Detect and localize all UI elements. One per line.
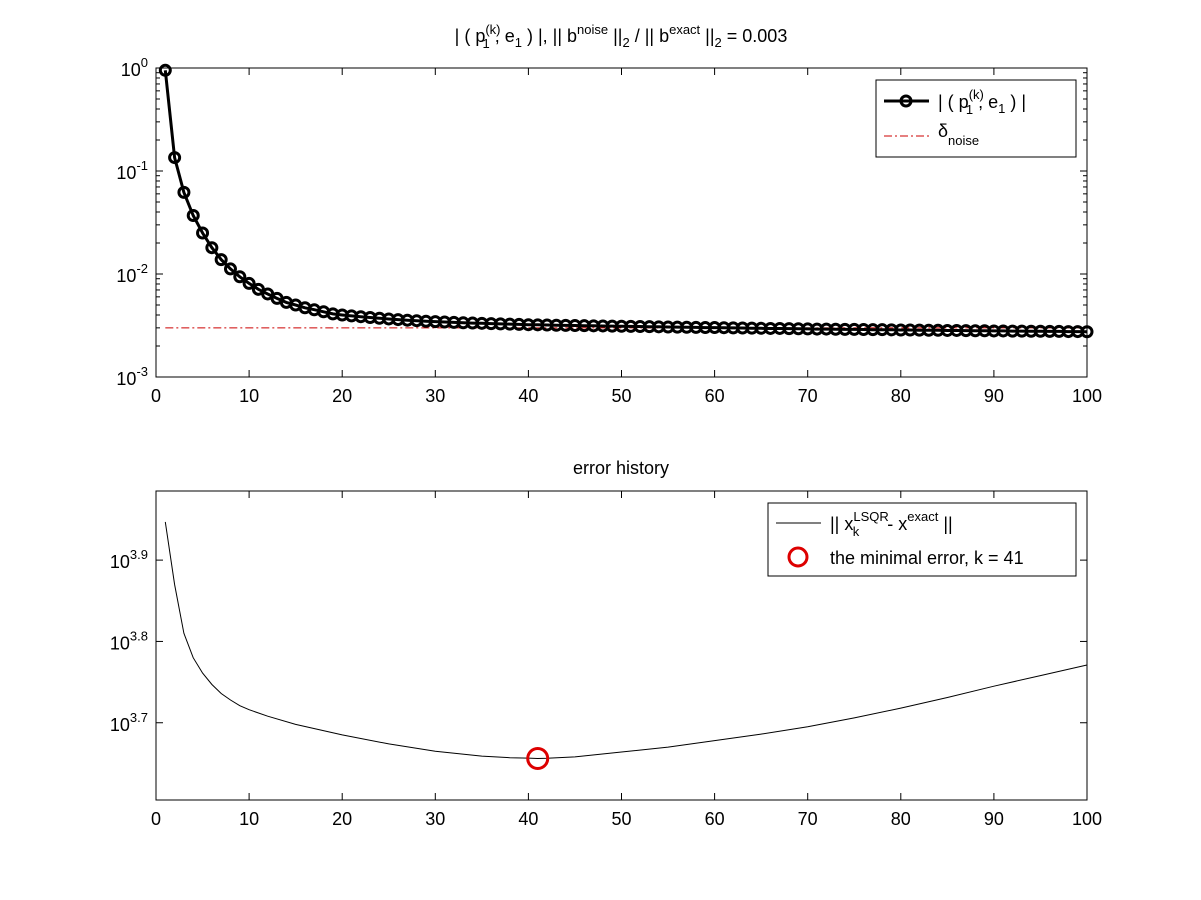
top-x-tick-label: 90: [984, 386, 1004, 406]
top-x-tick-label: 40: [518, 386, 538, 406]
top-x-tick-label: 10: [239, 386, 259, 406]
projection-point: [205, 241, 219, 255]
minimal-error-marker: [526, 747, 550, 771]
bottom-y-tick-label: 103.8: [110, 628, 148, 653]
legend-marker-projection: [899, 94, 913, 108]
bottom-x-tick-label: 90: [984, 809, 1004, 829]
projection-point: [223, 262, 237, 276]
bottom-y-tick-label: 103.9: [110, 547, 148, 572]
top-x-tick-label: 80: [891, 386, 911, 406]
error-history-line: [164, 521, 1088, 760]
top-y-tick-label: 100: [121, 55, 148, 80]
projection-point: [242, 276, 256, 290]
bottom-x-tick-label: 50: [611, 809, 631, 829]
top-y-tick-label: 10-2: [116, 261, 148, 286]
bottom-chart-title: error history: [573, 458, 669, 478]
top-legend: | ( p(k) 1 , e1 ) | δnoise: [875, 79, 1077, 158]
projection-point: [196, 226, 210, 240]
bottom-x-tick-label: 10: [239, 809, 259, 829]
projection-point: [168, 151, 182, 165]
top-x-tick-label: 30: [425, 386, 445, 406]
legend-label-error: || xLSQR k - xexact ||: [830, 509, 953, 539]
bottom-legend: || xLSQR k - xexact || the minimal error,…: [767, 502, 1077, 577]
bottom-x-tick-label: 0: [151, 809, 161, 829]
top-x-tick-label: 100: [1072, 386, 1102, 406]
top-axes: 0 10 20 30 40 50 60 70 80 90 100 100 10-1 10-2 10-3 | …: [116, 22, 1102, 406]
projection-point: [233, 270, 247, 284]
bottom-axes: 0 10 20 30 40 50 60 70 80 90 100 103.9 103.8 103.7 er…: [110, 458, 1102, 829]
bottom-legend-box: [767, 502, 1077, 577]
projection-point: [158, 63, 172, 77]
top-x-tick-label: 0: [151, 386, 161, 406]
top-x-tick-label: 20: [332, 386, 352, 406]
bottom-y-tick-label: 103.7: [110, 710, 148, 735]
bottom-x-tick-label: 30: [425, 809, 445, 829]
top-x-tick-label: 50: [611, 386, 631, 406]
top-legend-box: [875, 79, 1077, 158]
top-x-tick-label: 60: [705, 386, 725, 406]
bottom-x-tick-label: 80: [891, 809, 911, 829]
projection-point: [214, 253, 228, 267]
legend-label-minimum: the minimal error, k = 41: [830, 548, 1024, 568]
top-y-tick-label: 10-1: [116, 158, 148, 183]
bottom-x-tick-label: 70: [798, 809, 818, 829]
legend-label-noise: δnoise: [938, 121, 979, 148]
top-y-tick-label: 10-3: [116, 364, 148, 389]
legend-marker-minimum: [787, 546, 809, 568]
projection-point: [177, 185, 191, 199]
projection-point: [1080, 325, 1094, 339]
top-chart-title: | ( p(k) 1 , e1 ) |, || bnoise ||2 / || b…: [455, 22, 788, 51]
bottom-x-tick-label: 100: [1072, 809, 1102, 829]
top-x-tick-label: 70: [798, 386, 818, 406]
legend-label-projection: | ( p(k) 1 , e1 ) |: [938, 87, 1026, 117]
bottom-x-tick-label: 20: [332, 809, 352, 829]
bottom-x-tick-label: 40: [518, 809, 538, 829]
projection-point: [186, 208, 200, 222]
bottom-x-tick-label: 60: [705, 809, 725, 829]
